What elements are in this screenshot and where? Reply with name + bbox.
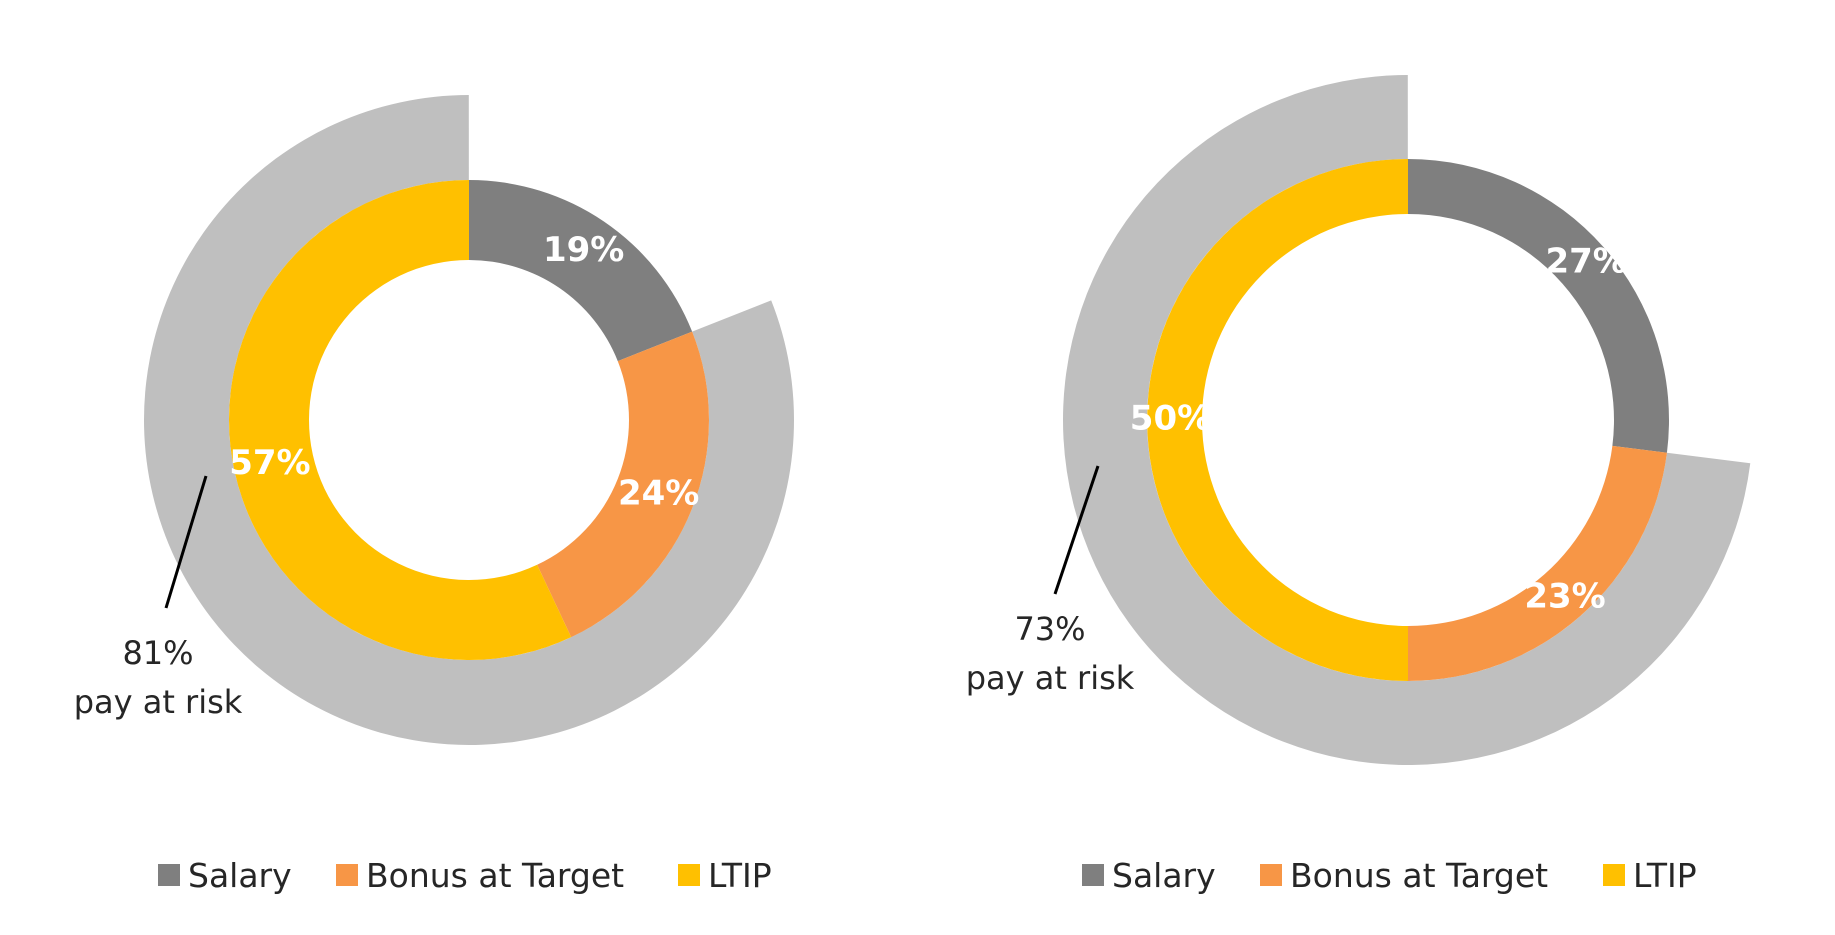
- chart-2-legend-swatch-ltip: [1603, 864, 1625, 886]
- chart-1-annotation-text: pay at risk: [74, 683, 243, 721]
- chart-2: 27% 23% 50% 73% pay at risk Salary Bonus…: [966, 75, 1751, 895]
- chart-1-legend: Salary Bonus at Target LTIP: [158, 856, 772, 895]
- chart-2-label-salary: 27%: [1545, 241, 1626, 281]
- chart-2-annotation-percent: 73%: [1014, 610, 1085, 648]
- chart-2-label-bonus: 23%: [1524, 577, 1605, 617]
- chart-1-legend-label-salary: Salary: [188, 856, 292, 895]
- chart-1: 19% 24% 57% 81% pay at risk Salary Bonus…: [74, 95, 795, 895]
- chart-1-label-salary: 19%: [543, 230, 624, 270]
- chart-1-legend-swatch-ltip: [678, 864, 700, 886]
- chart-1-legend-label-bonus: Bonus at Target: [366, 856, 624, 895]
- chart-2-legend-swatch-bonus: [1260, 864, 1282, 886]
- chart-2-label-ltip: 50%: [1130, 399, 1211, 439]
- chart-2-slice-bonus: [1408, 445, 1667, 681]
- chart-1-legend-swatch-salary: [158, 864, 180, 886]
- chart-2-slice-salary: [1408, 159, 1670, 453]
- chart-1-slice-bonus: [537, 331, 709, 638]
- chart-2-legend-swatch-salary: [1082, 864, 1104, 886]
- chart-2-legend-label-salary: Salary: [1112, 856, 1216, 895]
- chart-1-slice-salary: [469, 180, 693, 362]
- chart-1-annotation-percent: 81%: [122, 634, 193, 672]
- chart-1-label-bonus: 24%: [618, 474, 699, 514]
- chart-2-slice-ltip: [1147, 159, 1408, 681]
- chart-1-slice-ltip: [229, 180, 572, 660]
- chart-2-annotation-leader-line: [1053, 465, 1100, 595]
- chart-2-legend-label-ltip: LTIP: [1633, 856, 1697, 895]
- chart-2-legend-label-bonus: Bonus at Target: [1290, 856, 1548, 895]
- chart-1-legend-label-ltip: LTIP: [708, 856, 772, 895]
- chart-1-legend-swatch-bonus: [336, 864, 358, 886]
- chart-1-annotation-leader-line: [164, 475, 208, 609]
- chart-1-label-ltip: 57%: [229, 443, 310, 483]
- chart-2-annotation-text: pay at risk: [966, 659, 1135, 697]
- chart-2-legend: Salary Bonus at Target LTIP: [1082, 856, 1697, 895]
